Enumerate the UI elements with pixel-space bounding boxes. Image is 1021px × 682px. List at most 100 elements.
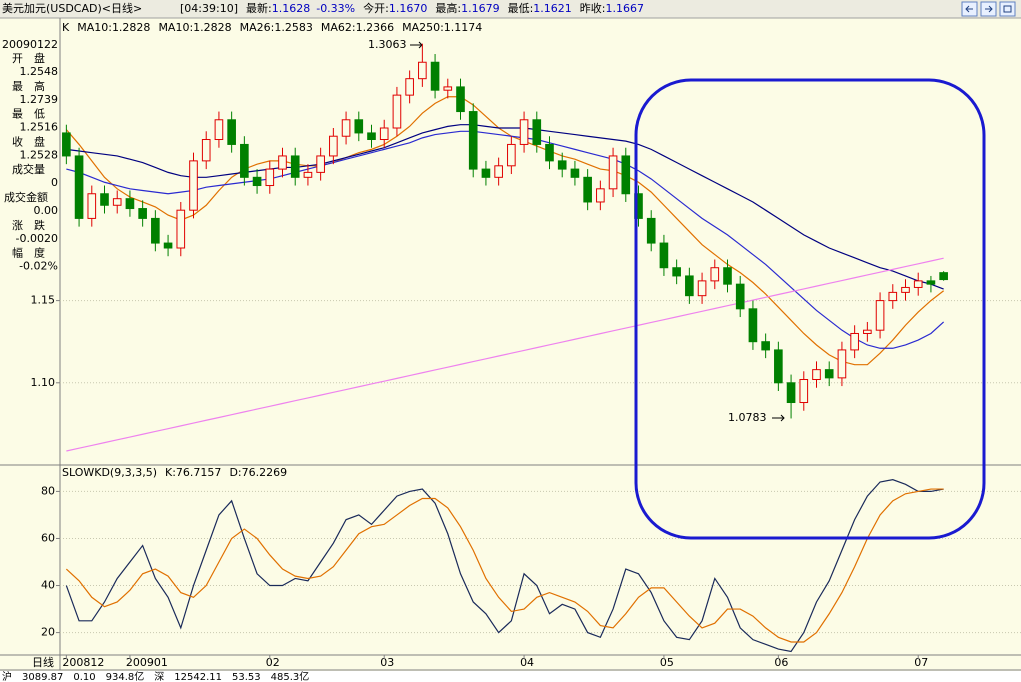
- status-item: 12542.11: [174, 672, 222, 682]
- legend-entry: SLOWKD(9,3,3,5): [62, 466, 157, 479]
- candle-body: [405, 78, 414, 96]
- line-series: [66, 124, 944, 290]
- candle-body: [926, 280, 936, 285]
- x-tick-label: 03: [380, 656, 394, 669]
- candle-body: [672, 267, 681, 277]
- candle-body: [596, 188, 605, 203]
- candle-body: [176, 209, 186, 249]
- info-value: -0.0020: [16, 232, 58, 245]
- candle-body: [379, 127, 389, 141]
- candle-body: [812, 369, 821, 381]
- candle-body: [685, 275, 694, 297]
- candle-body: [621, 155, 631, 195]
- status-text: 沪 3089.87 0.10 934.8亿深 12542.11 53.53 485.3亿: [2, 670, 309, 682]
- candle-body: [697, 280, 707, 297]
- candle-body: [519, 119, 529, 145]
- candle-body: [786, 382, 796, 404]
- quote-value: 1.1628: [272, 2, 311, 15]
- candle-body: [278, 155, 287, 170]
- quote-label: 最高:: [435, 1, 461, 15]
- button-restore[interactable]: [999, 1, 1016, 17]
- candle-body: [392, 94, 402, 129]
- candle-body: [913, 280, 923, 288]
- icon: [965, 5, 973, 13]
- candle-body: [723, 267, 732, 285]
- x-tick-label: 07: [914, 656, 928, 669]
- x-tick-label: 05: [660, 656, 674, 669]
- x-tick-label: 02: [266, 656, 280, 669]
- candle-body: [265, 168, 275, 187]
- status-item: 934.8亿: [106, 670, 145, 682]
- y-tick-label: 80: [41, 484, 55, 497]
- status-item: 0.10: [73, 672, 95, 682]
- candle-body: [557, 160, 567, 170]
- candle-body: [774, 349, 783, 384]
- quote-value: 1.1667: [606, 2, 645, 15]
- candle-body: [151, 217, 160, 244]
- quote-label: 今开:: [363, 1, 389, 15]
- candle-body: [329, 135, 338, 157]
- legend-entry: K: [62, 21, 70, 34]
- candle-body: [252, 176, 262, 187]
- candle-body: [507, 143, 516, 167]
- line-series: [66, 130, 945, 349]
- icon: [1003, 5, 1012, 13]
- candle-body: [201, 139, 211, 162]
- candle-body: [138, 208, 147, 219]
- candle-body: [87, 193, 97, 219]
- candle-body: [316, 155, 325, 173]
- candle-body: [112, 198, 122, 206]
- annotation-low: 1.0783: [728, 411, 767, 424]
- candle-body: [240, 143, 249, 178]
- candle-body: [163, 242, 173, 249]
- period-label: 日线: [32, 655, 54, 669]
- quote-value: 1.1621: [533, 2, 572, 15]
- legend-entry: MA10:1.2828: [158, 21, 231, 34]
- candle-body: [430, 61, 440, 91]
- candle-body: [214, 119, 224, 141]
- candle-body: [74, 155, 84, 219]
- candle-body: [850, 332, 859, 351]
- line-series: [66, 257, 944, 452]
- candle-body: [875, 300, 885, 331]
- icon: [985, 5, 993, 13]
- candle-body: [189, 160, 198, 211]
- candle-body: [418, 61, 427, 80]
- y-tick-label: 60: [41, 531, 55, 544]
- info-value: 0: [51, 176, 58, 189]
- candle-body: [901, 286, 910, 293]
- header-time: [04:39:10]: [180, 2, 238, 15]
- x-tick-label: 200812: [62, 656, 104, 669]
- candle-body: [290, 155, 300, 178]
- info-label: 涨 跌: [12, 218, 45, 232]
- x-tick-label: 06: [774, 656, 788, 669]
- window-buttons: [961, 1, 1016, 17]
- quote-value: 1.1670: [389, 2, 428, 15]
- info-label: 幅 度: [12, 246, 45, 260]
- header-bar: [0, 0, 1021, 18]
- candle-body: [799, 379, 809, 404]
- candle-body: [354, 119, 364, 134]
- candle-body: [583, 176, 592, 203]
- candle-body: [824, 369, 834, 379]
- candle-body: [570, 168, 580, 178]
- info-date: 20090122: [2, 38, 58, 51]
- candle-body: [761, 341, 770, 351]
- quote-value: 1.1679: [461, 2, 500, 15]
- status-item: 3089.87: [22, 672, 63, 682]
- candle-body: [710, 267, 720, 282]
- legend-entry: MA250:1.1174: [402, 21, 482, 34]
- candle-body: [888, 291, 898, 302]
- info-label: 开 盘: [12, 51, 45, 65]
- legend-entry: D:76.2269: [229, 466, 287, 479]
- plot-area: 200812 200901 02 03 04 05 06 07 1.15 1.10 K MA10:1.…: [31, 21, 1021, 669]
- candle-body: [494, 165, 503, 178]
- info-value: 1.2516: [20, 121, 59, 134]
- candle-body: [939, 272, 948, 281]
- candle-body: [227, 119, 236, 145]
- candle-body: [532, 119, 542, 145]
- info-value: 1.2548: [20, 65, 59, 78]
- candle-body: [545, 143, 554, 162]
